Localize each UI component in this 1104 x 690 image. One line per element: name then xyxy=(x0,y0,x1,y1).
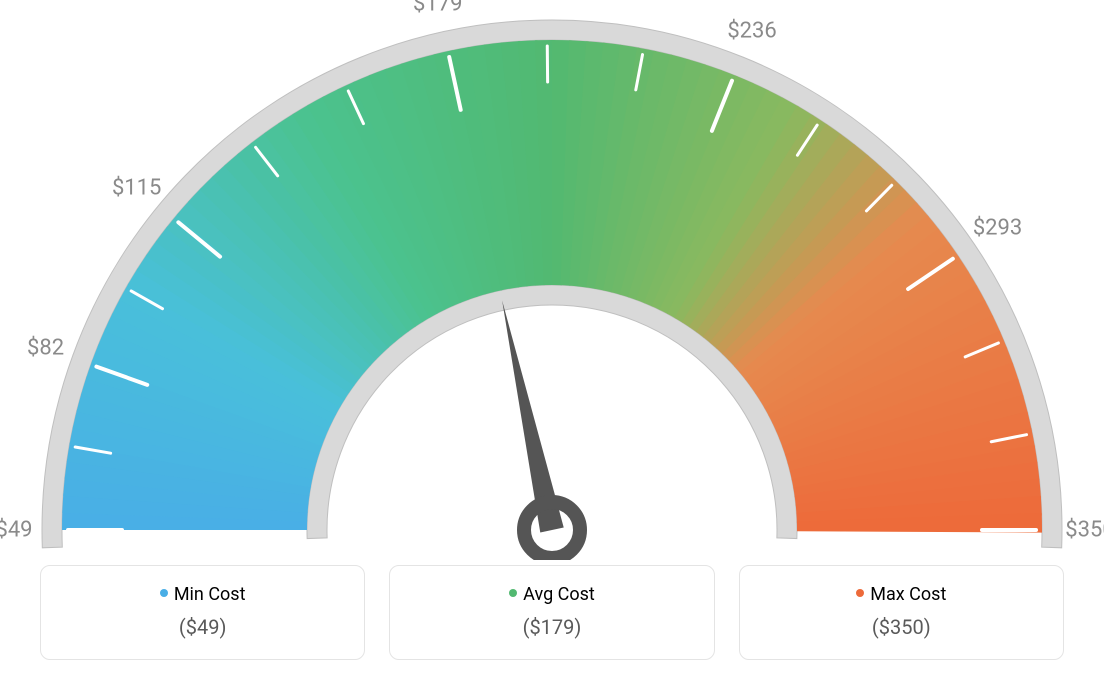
legend-value-min: ($49) xyxy=(41,615,364,639)
gauge-tick-label: $82 xyxy=(27,336,64,361)
gauge-svg xyxy=(0,0,1104,560)
legend-card-avg: Avg Cost ($179) xyxy=(389,565,714,660)
legend-label-min: Min Cost xyxy=(41,584,364,605)
legend-value-avg: ($179) xyxy=(390,615,713,639)
legend-text-max: Max Cost xyxy=(870,584,946,605)
gauge-tick-label: $179 xyxy=(413,0,462,17)
legend-card-min: Min Cost ($49) xyxy=(40,565,365,660)
gauge-tick-label: $115 xyxy=(112,176,161,201)
legend-dot-min xyxy=(160,589,168,597)
gauge-tick-label: $350 xyxy=(1065,518,1104,543)
legend-row: Min Cost ($49) Avg Cost ($179) Max Cost … xyxy=(40,565,1064,660)
legend-text-min: Min Cost xyxy=(174,584,246,605)
legend-card-max: Max Cost ($350) xyxy=(739,565,1064,660)
legend-label-avg: Avg Cost xyxy=(390,584,713,605)
legend-dot-avg xyxy=(509,589,517,597)
legend-value-max: ($350) xyxy=(740,615,1063,639)
gauge-tick-label: $49 xyxy=(0,518,33,543)
legend-text-avg: Avg Cost xyxy=(523,584,595,605)
gauge-tick-label: $236 xyxy=(727,18,776,43)
legend-dot-max xyxy=(856,589,864,597)
gauge-tick-label: $293 xyxy=(973,216,1022,241)
legend-label-max: Max Cost xyxy=(740,584,1063,605)
gauge-chart: $49 $82 $115 $179 $236 $293 $350 xyxy=(0,0,1104,560)
